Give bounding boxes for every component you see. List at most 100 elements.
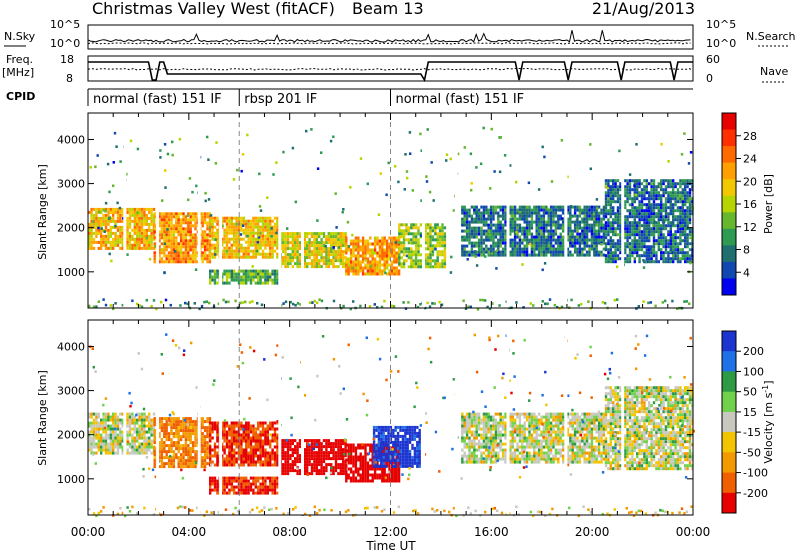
data-cell bbox=[100, 240, 103, 244]
data-cell bbox=[691, 245, 694, 249]
data-cell bbox=[434, 259, 437, 263]
data-cell bbox=[657, 248, 660, 252]
scatter-cell bbox=[266, 196, 269, 199]
data-cell bbox=[679, 233, 682, 237]
data-cell bbox=[655, 227, 658, 231]
data-cell bbox=[221, 219, 224, 223]
near-range-cell bbox=[553, 303, 556, 307]
near-range-cell bbox=[349, 307, 352, 311]
data-cell bbox=[501, 223, 505, 227]
scatter-cell bbox=[111, 216, 114, 220]
data-cell bbox=[211, 275, 214, 279]
data-cell bbox=[645, 251, 648, 255]
data-cell bbox=[322, 247, 326, 251]
data-cell bbox=[163, 221, 166, 225]
data-cell bbox=[182, 215, 185, 219]
scatter-cell bbox=[489, 187, 492, 190]
scatter-cell bbox=[667, 160, 670, 163]
data-cell bbox=[92, 436, 96, 440]
data-cell bbox=[187, 212, 190, 216]
data-cell bbox=[497, 250, 500, 254]
scatter-cell bbox=[320, 151, 323, 154]
data-cell bbox=[259, 281, 262, 285]
data-cell bbox=[175, 417, 178, 421]
data-cell bbox=[395, 269, 398, 273]
data-cell bbox=[393, 239, 396, 243]
data-cell bbox=[688, 206, 692, 210]
near-range-cell bbox=[260, 303, 264, 307]
data-cell bbox=[383, 254, 386, 258]
data-cell bbox=[109, 427, 112, 431]
data-cell bbox=[465, 244, 469, 248]
data-cell bbox=[143, 421, 146, 425]
data-cell bbox=[296, 244, 299, 248]
data-cell bbox=[407, 232, 411, 236]
data-cell bbox=[669, 245, 672, 249]
data-cell bbox=[521, 238, 524, 242]
data-cell bbox=[616, 218, 620, 222]
data-cell bbox=[131, 210, 134, 214]
data-cell bbox=[121, 213, 124, 217]
near-range-cell bbox=[203, 300, 206, 304]
data-cell bbox=[273, 272, 277, 276]
data-cell bbox=[359, 254, 362, 258]
data-cell bbox=[92, 231, 96, 235]
data-cell bbox=[126, 246, 129, 250]
data-cell bbox=[225, 225, 229, 229]
data-cell bbox=[465, 250, 469, 254]
data-cell bbox=[501, 235, 505, 239]
data-cell bbox=[525, 214, 529, 218]
data-cell bbox=[128, 213, 132, 217]
data-cell bbox=[257, 275, 260, 279]
data-cell bbox=[441, 262, 444, 266]
data-cell bbox=[480, 229, 483, 233]
data-cell bbox=[245, 231, 248, 235]
data-cell bbox=[549, 220, 553, 224]
data-cell bbox=[284, 232, 287, 236]
data-cell bbox=[633, 179, 636, 183]
data-cell bbox=[688, 188, 692, 192]
data-cell bbox=[184, 438, 188, 442]
data-cell bbox=[681, 200, 684, 204]
data-cell bbox=[175, 435, 178, 439]
data-cell bbox=[189, 248, 192, 252]
data-cell bbox=[652, 212, 656, 216]
data-cell bbox=[261, 225, 265, 229]
data-cell bbox=[201, 260, 204, 264]
data-cell bbox=[554, 229, 558, 233]
data-cell bbox=[489, 235, 493, 239]
data-cell bbox=[628, 230, 632, 234]
data-cell bbox=[145, 439, 148, 443]
data-cell bbox=[686, 197, 689, 201]
data-cell bbox=[400, 232, 403, 236]
near-range-cell bbox=[383, 299, 386, 303]
data-cell bbox=[208, 260, 212, 264]
data-cell bbox=[497, 214, 500, 218]
data-cell bbox=[221, 281, 224, 285]
data-cell bbox=[150, 237, 153, 241]
data-cell bbox=[516, 223, 519, 227]
data-cell bbox=[530, 208, 534, 212]
data-cell bbox=[645, 221, 648, 225]
data-cell bbox=[566, 223, 570, 227]
data-cell bbox=[426, 235, 430, 239]
data-cell bbox=[342, 262, 345, 266]
data-cell bbox=[160, 462, 164, 466]
data-cell bbox=[126, 231, 129, 235]
data-cell bbox=[160, 417, 164, 421]
data-cell bbox=[167, 450, 171, 454]
data-cell bbox=[667, 206, 670, 210]
data-cell bbox=[614, 200, 617, 204]
data-cell bbox=[100, 234, 103, 238]
data-cell bbox=[492, 232, 495, 236]
data-cell bbox=[334, 265, 338, 269]
data-cell bbox=[676, 230, 680, 234]
data-cell bbox=[497, 241, 500, 245]
data-cell bbox=[276, 252, 279, 256]
data-cell bbox=[221, 216, 224, 220]
data-cell bbox=[88, 240, 91, 244]
data-cell bbox=[138, 225, 141, 229]
data-cell bbox=[318, 247, 321, 251]
data-cell bbox=[371, 257, 374, 261]
data-cell bbox=[681, 203, 684, 207]
